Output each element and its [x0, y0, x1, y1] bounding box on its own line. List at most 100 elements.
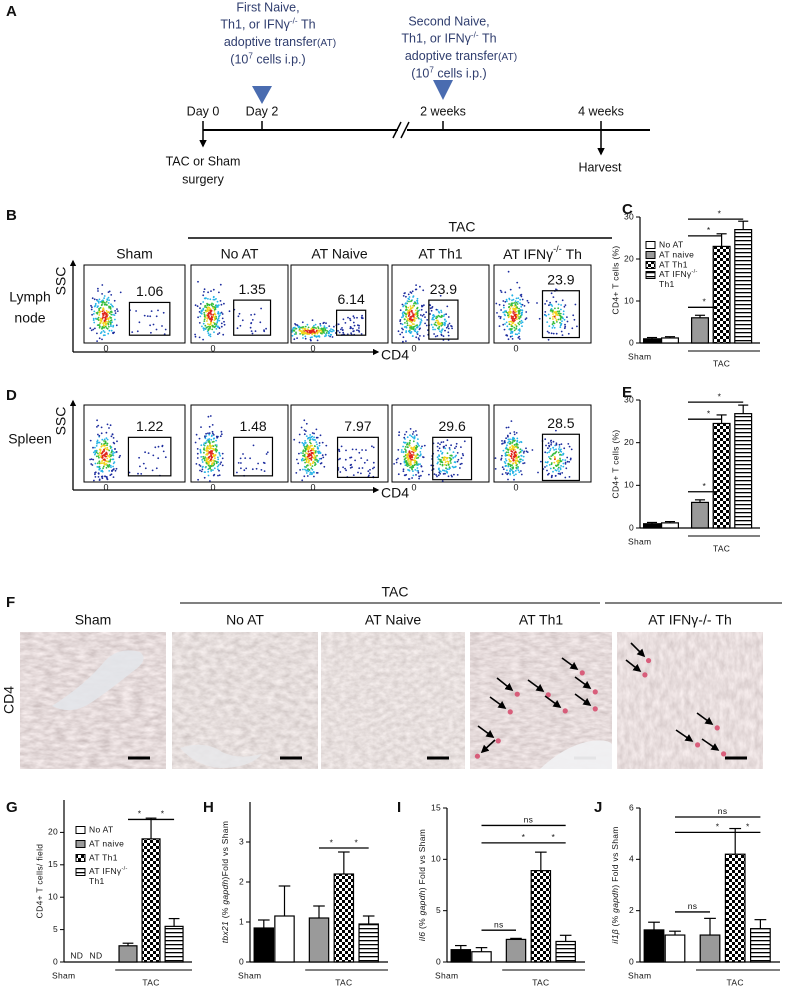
- flow-event: [299, 434, 301, 436]
- y-tick-label: 5: [436, 905, 441, 915]
- flow-event: [217, 468, 219, 470]
- group-label: TAC: [335, 977, 352, 987]
- flow-event: [457, 452, 459, 454]
- flow-event: [510, 312, 512, 314]
- bar: [713, 246, 730, 343]
- flow-event: [512, 331, 514, 333]
- flow-event: [212, 424, 214, 426]
- flow-event: [513, 479, 515, 481]
- flow-event: [219, 474, 221, 476]
- flow-event: [409, 442, 411, 444]
- flow-event: [216, 444, 218, 446]
- flow-event: [506, 448, 508, 450]
- flow-event: [508, 427, 510, 429]
- flow-event: [505, 334, 507, 336]
- flow-event: [509, 447, 511, 449]
- tissue-image: [321, 632, 465, 769]
- flow-event: [106, 444, 108, 446]
- flow-event: [560, 315, 562, 317]
- flow-event: [114, 310, 116, 312]
- flow-event: [199, 438, 201, 440]
- flow-event: [402, 323, 404, 325]
- flow-event: [302, 321, 304, 323]
- flow-event: [513, 322, 515, 324]
- flow-event: [369, 469, 371, 471]
- flow-event: [419, 455, 421, 457]
- flow-event: [399, 320, 401, 322]
- flow-event: [505, 455, 507, 457]
- flow-event: [426, 325, 428, 327]
- flow-event: [356, 329, 358, 331]
- flow-event: [411, 300, 413, 302]
- bar: [556, 941, 575, 962]
- flow-event: [101, 460, 103, 462]
- flow-event: [103, 443, 105, 445]
- flow-event: [342, 466, 344, 468]
- flow-event: [411, 456, 413, 458]
- flow-event: [208, 328, 210, 330]
- flow-event: [440, 325, 442, 327]
- flow-event: [449, 457, 451, 459]
- flow-event: [210, 317, 212, 319]
- flow-event: [356, 317, 358, 319]
- flow-event: [250, 322, 252, 324]
- significance-label: ns: [524, 815, 534, 825]
- flow-event: [208, 434, 210, 436]
- flow-event: [409, 434, 411, 436]
- flow-event: [431, 307, 433, 309]
- flow-event: [553, 441, 555, 443]
- text-segment: Th: [562, 246, 582, 262]
- flow-event: [432, 315, 434, 317]
- flow-event: [113, 437, 115, 439]
- flow-event: [398, 431, 400, 433]
- flow-event: [436, 309, 438, 311]
- flow-event: [267, 451, 269, 453]
- flow-event: [90, 463, 92, 465]
- flow-event: [107, 333, 109, 335]
- flow-event: [431, 310, 433, 312]
- flow-event: [515, 459, 517, 461]
- flow-event: [96, 306, 98, 308]
- flow-event: [306, 423, 308, 425]
- flow-event: [410, 428, 412, 430]
- flow-event: [240, 458, 242, 460]
- flow-event: [103, 324, 105, 326]
- text-segment: Th: [479, 32, 497, 46]
- flow-event: [509, 460, 511, 462]
- stained-cell: [475, 754, 480, 759]
- flow-plot-frame: [191, 265, 288, 343]
- flow-event: [401, 449, 403, 451]
- flow-event: [417, 307, 419, 309]
- flow-event: [548, 325, 550, 327]
- bar: [506, 939, 525, 962]
- flow-event: [210, 312, 212, 314]
- flow-event: [422, 315, 424, 317]
- flow-event: [110, 308, 112, 310]
- flow-event: [97, 290, 99, 292]
- zero-label: 0: [513, 343, 518, 353]
- flow-event: [440, 310, 442, 312]
- flow-event: [517, 297, 519, 299]
- flow-event: [412, 307, 414, 309]
- significance-label: *: [707, 408, 711, 418]
- flow-event: [110, 466, 112, 468]
- flow-event: [342, 329, 344, 331]
- flow-event: [438, 321, 440, 323]
- flow-event: [317, 340, 319, 342]
- y-tick-label: 0: [53, 956, 58, 966]
- flow-event: [506, 322, 508, 324]
- timepoint-label: Day 0: [187, 104, 220, 118]
- flow-event: [339, 471, 341, 473]
- flow-event: [304, 336, 306, 338]
- text-segment: Th1, or IFNγ: [220, 18, 290, 32]
- flow-event: [432, 329, 434, 331]
- flow-event: [560, 467, 562, 469]
- flow-event: [508, 328, 510, 330]
- flow-event: [353, 322, 355, 324]
- flow-event: [204, 477, 206, 479]
- zero-label: 0: [411, 482, 416, 492]
- flow-event: [108, 324, 110, 326]
- flow-event: [131, 331, 133, 333]
- flow-event: [568, 461, 570, 463]
- flow-event: [547, 447, 549, 449]
